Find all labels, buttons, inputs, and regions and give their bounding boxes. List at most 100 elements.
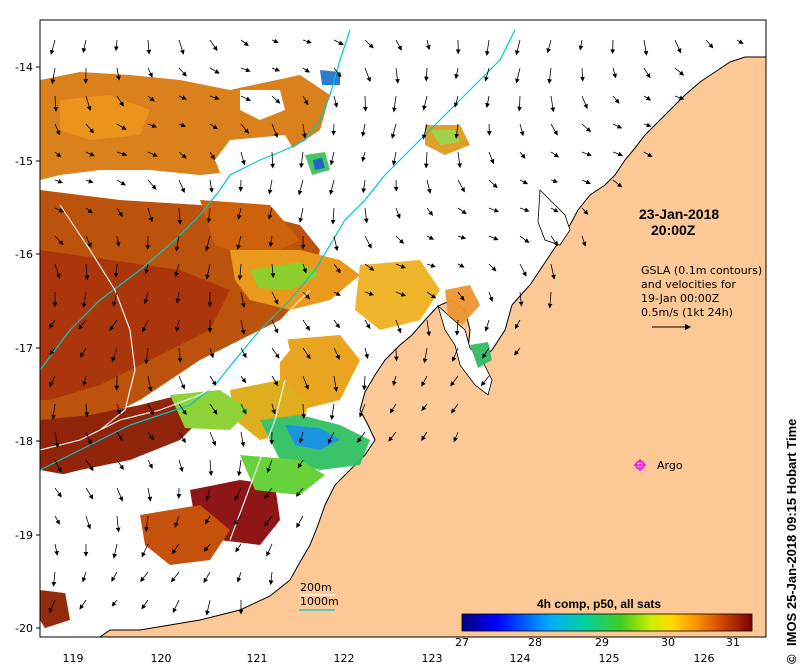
x-tick-label: 121	[247, 652, 268, 665]
velocity-arrow	[208, 179, 214, 193]
velocity-arrow	[174, 235, 180, 252]
x-tick-label: 126	[694, 652, 715, 665]
gsla-line-4: 0.5m/s (1kt 24h)	[641, 306, 733, 319]
velocity-arrow	[85, 459, 94, 472]
velocity-arrow	[178, 67, 187, 77]
velocity-arrow	[364, 67, 371, 83]
velocity-arrow	[205, 487, 211, 502]
velocity-arrow	[266, 459, 273, 473]
velocity-arrow	[485, 95, 490, 108]
velocity-arrow	[54, 263, 61, 279]
velocity-arrow	[357, 431, 366, 443]
velocity-arrow	[457, 151, 462, 169]
velocity-arrow	[141, 543, 149, 558]
velocity-arrow	[643, 67, 651, 79]
velocity-arrow	[177, 207, 183, 225]
velocity-arrow	[581, 179, 591, 185]
velocity-arrow	[116, 67, 121, 81]
y-tick-label: -17	[15, 342, 33, 355]
velocity-arrow	[85, 95, 92, 112]
velocity-arrow	[362, 95, 368, 112]
velocity-arrow	[85, 178, 94, 184]
velocity-arrow	[488, 291, 494, 302]
velocity-arrow	[515, 67, 521, 84]
velocity-arrow	[422, 347, 428, 364]
depth-legend-1000m: 1000m	[300, 595, 339, 608]
colorbar	[461, 613, 753, 632]
velocity-arrow	[54, 515, 60, 525]
velocity-arrow	[612, 151, 624, 157]
velocity-arrow	[146, 39, 152, 55]
velocity-arrow	[142, 319, 149, 333]
velocity-arrow	[361, 151, 366, 162]
velocity-arrow	[115, 515, 121, 533]
velocity-arrow	[450, 375, 459, 387]
contour-1000m-b	[40, 29, 516, 471]
velocity-arrow	[364, 235, 372, 249]
velocity-arrow	[147, 459, 153, 469]
velocity-arrow	[514, 319, 521, 330]
velocity-arrow	[393, 347, 399, 362]
velocity-arrow	[81, 571, 87, 583]
velocity-arrow	[488, 235, 499, 241]
velocity-arrow	[204, 515, 211, 525]
velocity-arrow	[147, 123, 157, 128]
velocity-arrow	[453, 95, 459, 108]
velocity-arrow	[270, 151, 275, 169]
velocity-arrow	[54, 487, 62, 498]
velocity-arrow	[178, 95, 187, 100]
velocity-arrow	[48, 599, 56, 614]
velocity-arrow	[235, 543, 242, 553]
velocity-arrow	[298, 207, 304, 223]
velocity-arrow	[302, 95, 309, 106]
velocity-arrow	[267, 207, 273, 220]
velocity-arrow	[204, 235, 211, 252]
velocity-arrow	[203, 571, 211, 583]
velocity-arrow	[361, 179, 367, 194]
velocity-arrow	[240, 123, 249, 134]
velocity-arrow	[361, 123, 366, 137]
velocity-arrow	[85, 123, 95, 134]
velocity-arrow	[426, 263, 436, 268]
velocity-arrow	[144, 347, 149, 365]
velocity-arrow	[147, 151, 158, 157]
velocity-arrow	[457, 207, 467, 215]
velocity-arrow	[426, 235, 435, 240]
velocity-arrow	[54, 207, 65, 213]
velocity-arrow	[612, 95, 620, 104]
velocity-arrow	[266, 543, 273, 557]
velocity-arrow	[147, 207, 154, 223]
velocity-arrow	[271, 123, 279, 138]
argo-label: Argo	[657, 459, 683, 472]
velocity-arrow	[178, 459, 184, 473]
colorbar-tick: 30	[661, 636, 675, 649]
velocity-arrow	[178, 151, 187, 159]
velocity-arrow	[174, 515, 180, 528]
velocity-arrow	[82, 375, 87, 387]
velocity-arrow	[175, 319, 180, 332]
velocity-arrow	[209, 67, 220, 74]
gsla-line-2: and velocities for	[641, 278, 736, 291]
x-tick-label: 123	[422, 652, 443, 665]
velocity-arrow	[426, 319, 432, 337]
gsla-line-1: GSLA (0.1m contours)	[641, 264, 762, 277]
velocity-arrow	[240, 347, 247, 359]
velocity-arrow	[705, 39, 714, 49]
colorbar-title: 4h comp, p50, all sats	[537, 597, 661, 611]
velocity-arrow	[234, 487, 242, 501]
velocity-arrow	[116, 403, 122, 415]
velocity-arrow	[178, 39, 185, 55]
velocity-arrow	[484, 39, 490, 57]
velocity-arrow	[395, 207, 401, 219]
y-tick-label: -15	[15, 155, 33, 168]
velocity-arrow	[240, 291, 246, 308]
velocity-arrow	[209, 95, 220, 100]
velocity-arrow	[302, 39, 312, 44]
velocity-arrow	[547, 67, 553, 84]
velocity-arrow	[140, 571, 149, 583]
velocity-arrow	[209, 39, 218, 52]
velocity-arrow	[422, 123, 428, 140]
velocity-arrow	[54, 179, 63, 184]
contour-200m-c	[229, 379, 286, 541]
velocity-arrow	[390, 123, 397, 139]
